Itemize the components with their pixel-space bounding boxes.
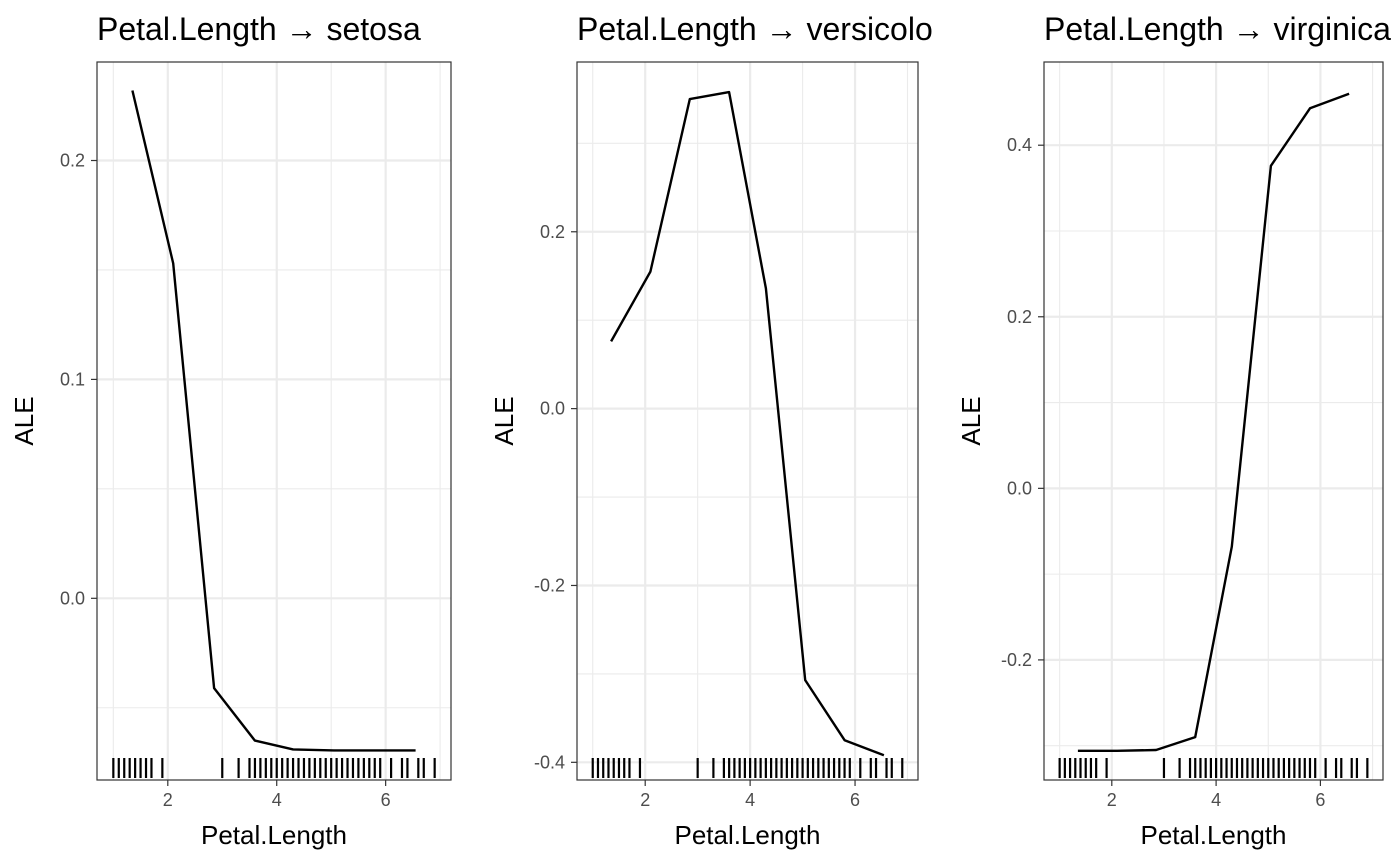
y-axis-title: ALE [9,396,39,445]
panel-border [576,61,919,781]
y-axis-title: ALE [956,396,986,445]
y-tick-label: 0.0 [540,399,565,419]
y-tick-label: -0.2 [1001,650,1032,670]
x-tick-label: 6 [381,790,391,810]
y-tick-label: 0.4 [1007,135,1032,155]
x-tick-label: 6 [1315,790,1325,810]
x-axis-title: Petal.Length [201,820,347,850]
panel-border [1043,61,1384,781]
chart-title: Petal.Length → versicolor [577,11,944,47]
x-tick-label: 4 [1211,790,1221,810]
x-axis-title: Petal.Length [674,820,820,850]
x-axis-title: Petal.Length [1140,820,1286,850]
y-tick-label: 0.2 [1007,307,1032,327]
x-tick-label: 2 [163,790,173,810]
x-tick-label: 2 [1107,790,1117,810]
chart-title: Petal.Length → virginica [1044,11,1391,47]
ale-series-line [1077,92,1350,752]
y-tick-label: 0.2 [60,151,85,171]
y-tick-label: 0.0 [1007,478,1032,498]
chart-title: Petal.Length → setosa [97,11,421,47]
ale-series-line [131,90,416,752]
panel-1: Petal.Length → setosa 2 4 6 0.0 0.1 0.2 Petal.L… [9,11,452,850]
y-tick-label: -0.4 [534,752,565,772]
panel-3: Petal.Length → virginica 2 4 6 -0.2 0.0 0.2 0.4… [956,11,1391,850]
y-tick-label: 0.1 [60,369,85,389]
x-tick-label: 4 [272,790,282,810]
x-tick-label: 4 [745,790,755,810]
y-tick-label: -0.2 [534,575,565,595]
panel-border [96,61,452,781]
y-tick-label: 0.0 [60,588,85,608]
x-tick-label: 2 [640,790,650,810]
ale-series-line [610,90,885,757]
y-tick-label: 0.2 [540,222,565,242]
x-tick-label: 6 [850,790,860,810]
panel-2: Petal.Length → versicolor 2 4 6 -0.4 -0.2 0.0 0… [489,11,944,850]
y-axis-title: ALE [489,396,519,445]
